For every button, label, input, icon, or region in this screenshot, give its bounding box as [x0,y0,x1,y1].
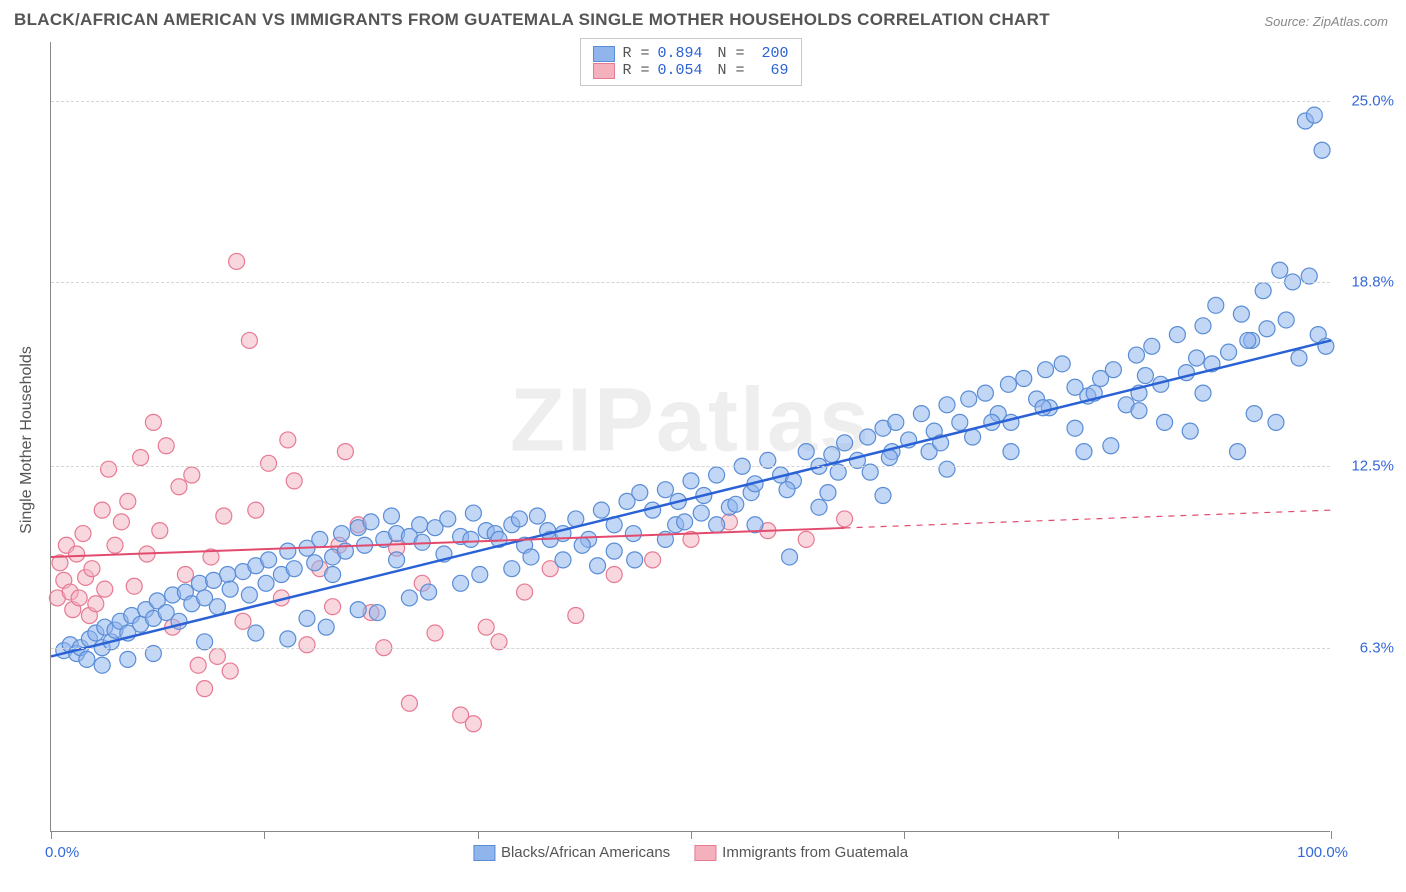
y-tick-label: 6.3% [1360,639,1394,656]
trend-line [51,340,1331,656]
x-tick [1118,831,1119,839]
legend-n-value: 200 [753,45,789,62]
legend-swatch [592,63,614,79]
legend-r-label: R = [622,62,649,79]
correlation-legend: R = 0.894 N = 200 R = 0.054 N = 69 [579,38,801,86]
legend-swatch [473,845,495,861]
legend-n-label: N = [718,45,745,62]
trend-line [51,528,845,557]
series-legend: Blacks/African Americans Immigrants from … [473,844,908,861]
source-label: Source: ZipAtlas.com [1264,14,1388,29]
legend-item: Blacks/African Americans [473,844,670,861]
x-tick [1331,831,1332,839]
x-tick [904,831,905,839]
gridline [51,466,1330,467]
trend-line-dashed [845,510,1331,528]
legend-row: R = 0.894 N = 200 [592,45,788,62]
y-axis-title: Single Mother Households [18,346,36,534]
legend-n-value: 69 [753,62,789,79]
legend-swatch [694,845,716,861]
gridline [51,282,1330,283]
legend-label: Immigrants from Guatemala [722,844,908,861]
trend-lines-layer [51,42,1330,831]
legend-r-label: R = [622,45,649,62]
legend-n-label: N = [718,62,745,79]
x-min-label: 0.0% [45,844,79,861]
x-tick [691,831,692,839]
x-tick [51,831,52,839]
legend-r-value: 0.894 [658,45,710,62]
x-tick [478,831,479,839]
x-tick [264,831,265,839]
legend-r-value: 0.054 [658,62,710,79]
y-tick-label: 25.0% [1351,92,1394,109]
gridline [51,101,1330,102]
x-max-label: 100.0% [1297,844,1348,861]
y-tick-label: 18.8% [1351,273,1394,290]
plot-area: ZIPatlas R =0.894N =200R =0.054N = 69 0.… [50,42,1330,832]
y-tick-label: 12.5% [1351,458,1394,475]
legend-swatch [592,46,614,62]
legend-label: Blacks/African Americans [501,844,670,861]
legend-row: R = 0.054 N = 69 [592,62,788,79]
gridline [51,648,1330,649]
legend-item: Immigrants from Guatemala [694,844,908,861]
chart-title: BLACK/AFRICAN AMERICAN VS IMMIGRANTS FRO… [14,10,1050,30]
